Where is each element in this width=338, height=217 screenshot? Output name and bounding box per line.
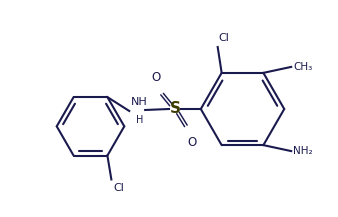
- Text: NH₂: NH₂: [293, 146, 313, 156]
- Text: Cl: Cl: [219, 33, 230, 43]
- Text: Cl: Cl: [113, 183, 124, 193]
- Text: H: H: [137, 115, 144, 125]
- Text: NH: NH: [131, 97, 148, 107]
- Text: S: S: [169, 102, 180, 117]
- Text: O: O: [151, 71, 161, 84]
- Text: O: O: [187, 136, 196, 149]
- Text: CH₃: CH₃: [293, 62, 312, 72]
